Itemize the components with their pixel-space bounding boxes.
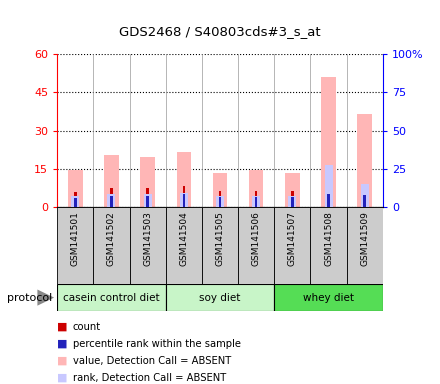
Text: GSM141508: GSM141508 <box>324 211 333 266</box>
Text: value, Detection Call = ABSENT: value, Detection Call = ABSENT <box>73 356 231 366</box>
Bar <box>144 194 152 207</box>
Bar <box>216 196 224 207</box>
Text: GSM141509: GSM141509 <box>360 211 369 266</box>
Bar <box>93 207 129 284</box>
Text: GSM141503: GSM141503 <box>143 211 152 266</box>
Bar <box>57 207 93 284</box>
Text: ■: ■ <box>57 339 68 349</box>
Bar <box>255 197 257 207</box>
Bar <box>140 157 155 207</box>
Bar <box>255 191 257 207</box>
Bar <box>238 207 274 284</box>
Bar <box>183 185 185 207</box>
Bar <box>274 284 383 311</box>
Polygon shape <box>37 290 54 306</box>
Text: GSM141501: GSM141501 <box>71 211 80 266</box>
Bar <box>274 207 311 284</box>
Bar <box>71 196 79 207</box>
Text: casein control diet: casein control diet <box>63 293 160 303</box>
Bar <box>321 77 336 207</box>
Bar <box>219 197 221 207</box>
Bar <box>213 173 227 207</box>
Text: percentile rank within the sample: percentile rank within the sample <box>73 339 241 349</box>
Bar <box>291 191 293 207</box>
Text: GDS2468 / S40803cds#3_s_at: GDS2468 / S40803cds#3_s_at <box>119 25 321 38</box>
Bar <box>357 114 372 207</box>
Bar <box>166 284 274 311</box>
Bar <box>249 170 264 207</box>
Text: GSM141504: GSM141504 <box>180 211 188 266</box>
Text: protocol: protocol <box>7 293 52 303</box>
Bar <box>147 188 149 207</box>
Bar <box>57 284 166 311</box>
Bar <box>363 187 366 207</box>
Bar <box>180 193 188 207</box>
Bar <box>288 196 296 207</box>
Text: ■: ■ <box>57 322 68 332</box>
Text: count: count <box>73 322 101 332</box>
Bar <box>291 197 293 207</box>
Text: ■: ■ <box>57 356 68 366</box>
Bar <box>327 194 330 207</box>
Bar <box>166 207 202 284</box>
Text: soy diet: soy diet <box>199 293 241 303</box>
Bar <box>347 207 383 284</box>
Text: GSM141506: GSM141506 <box>252 211 260 266</box>
Bar <box>74 198 77 207</box>
Bar <box>129 207 166 284</box>
Bar <box>285 173 300 207</box>
Text: whey diet: whey diet <box>303 293 354 303</box>
Bar <box>361 184 369 207</box>
Bar <box>252 196 260 207</box>
Text: GSM141502: GSM141502 <box>107 211 116 266</box>
Bar <box>110 196 113 207</box>
Bar <box>104 155 119 207</box>
Bar <box>219 191 221 207</box>
Bar <box>183 194 185 207</box>
Text: ■: ■ <box>57 372 68 382</box>
Bar <box>325 165 333 207</box>
Bar <box>107 194 115 207</box>
Text: GSM141507: GSM141507 <box>288 211 297 266</box>
Bar <box>311 207 347 284</box>
Bar <box>176 152 191 207</box>
Bar <box>74 192 77 207</box>
Bar <box>363 195 366 207</box>
Bar <box>147 196 149 207</box>
Bar <box>327 185 330 207</box>
Bar <box>68 170 83 207</box>
Bar <box>202 207 238 284</box>
Text: GSM141505: GSM141505 <box>216 211 224 266</box>
Text: rank, Detection Call = ABSENT: rank, Detection Call = ABSENT <box>73 372 226 382</box>
Bar <box>110 188 113 207</box>
